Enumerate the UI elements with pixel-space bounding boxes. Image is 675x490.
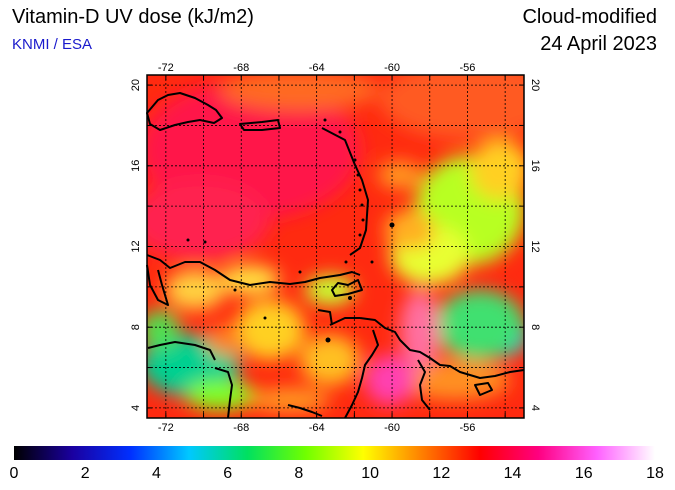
lon-tick-label: -56 — [459, 62, 475, 74]
lon-tick-label: -68 — [233, 62, 249, 74]
colorbar — [14, 446, 655, 460]
lon-tick-label: -60 — [384, 422, 400, 434]
islands — [186, 118, 395, 343]
grid-lines — [147, 75, 524, 418]
lat-tick-label: 12 — [529, 240, 541, 252]
lon-tick-label: -60 — [384, 62, 400, 74]
lat-tick-label: 20 — [529, 79, 541, 91]
colorbar-tick-label: 8 — [294, 465, 304, 482]
map-title: Vitamin-D UV dose (kJ/m2) — [12, 6, 254, 28]
colorbar-tick-label: 4 — [151, 465, 161, 482]
colorbar-tick-label: 16 — [574, 465, 593, 482]
lon-tick-label: -68 — [233, 422, 249, 434]
credit-label: KNMI / ESA — [12, 36, 93, 53]
lat-tick-label: 4 — [529, 405, 541, 411]
frame-ticks — [147, 75, 524, 418]
uv-dose-map: -72 -68 -64 -60 -56 -72 -68 -64 -60 -56 20 16 12 8 4… — [130, 62, 541, 434]
lat-tick-label: 16 — [529, 160, 541, 172]
lat-tick-label: 8 — [130, 324, 142, 330]
colorbar-tick-label: 0 — [9, 465, 19, 482]
lat-ticks-left: 20 16 12 8 4 — [130, 79, 142, 411]
coastlines — [146, 92, 525, 419]
colorbar-tick-label: 18 — [646, 465, 664, 482]
colorbar-tick-label: 6 — [223, 465, 233, 482]
lat-tick-label: 4 — [130, 405, 142, 411]
colorbar-tick-label: 12 — [432, 465, 451, 482]
mode-label: Cloud-modified — [522, 6, 657, 28]
lon-tick-label: -64 — [309, 422, 325, 434]
lon-tick-label: -64 — [309, 62, 325, 74]
uv-field — [147, 75, 524, 418]
date-label: 24 April 2023 — [540, 33, 657, 55]
colorbar-tick-label: 10 — [361, 465, 380, 482]
lat-tick-label: 8 — [529, 324, 541, 330]
lon-tick-label: -56 — [459, 422, 475, 434]
lon-ticks-bottom: -72 -68 -64 -60 -56 — [158, 422, 476, 434]
lat-tick-label: 12 — [130, 240, 142, 252]
colorbar-tick-label: 2 — [80, 465, 90, 482]
lat-tick-label: 16 — [130, 160, 142, 172]
colorbar-tick-label: 14 — [503, 465, 522, 482]
lat-ticks-right: 20 16 12 8 4 — [529, 79, 541, 411]
lat-tick-label: 20 — [130, 79, 142, 91]
lon-tick-label: -72 — [158, 62, 174, 74]
lon-tick-label: -72 — [158, 422, 174, 434]
lon-ticks-top: -72 -68 -64 -60 -56 — [158, 62, 476, 74]
